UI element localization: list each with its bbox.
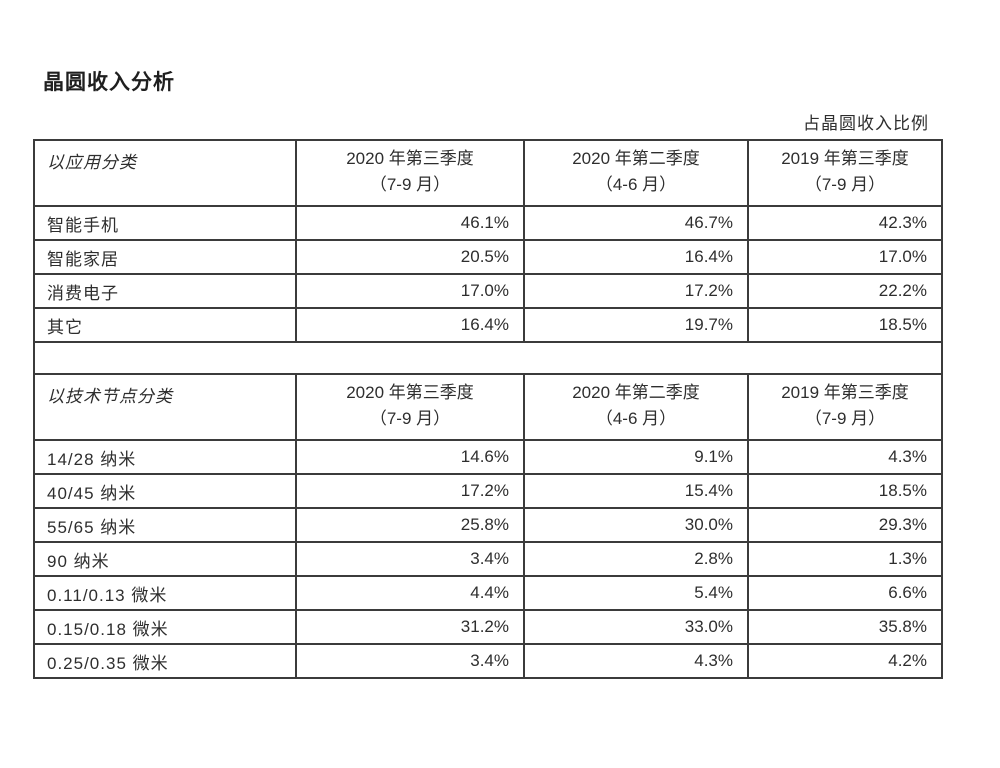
column-header-line2: （4-6 月） xyxy=(595,409,677,428)
row-category: 智能手机 xyxy=(33,205,297,241)
row-value: 20.5% xyxy=(295,239,525,275)
column-header-2020-q2: 2020 年第二季度 （4-6 月） xyxy=(523,139,749,207)
table-row-025-035um: 0.25/0.35 微米 3.4% 4.3% 4.2% xyxy=(33,643,943,679)
column-header-2020-q3: 2020 年第三季度 （7-9 月） xyxy=(295,373,525,441)
column-header-line1: 2020 年第二季度 xyxy=(572,149,700,168)
row-value: 29.3% xyxy=(747,507,943,543)
row-value: 17.0% xyxy=(295,273,525,309)
row-value: 1.3% xyxy=(747,541,943,577)
row-category: 55/65 纳米 xyxy=(33,507,297,543)
column-header-line2: （7-9 月） xyxy=(804,409,886,428)
table-spacer-row xyxy=(33,341,943,375)
table-row-smart-home: 智能家居 20.5% 16.4% 17.0% xyxy=(33,239,943,275)
application-header-row: 以应用分类 2020 年第三季度 （7-9 月） 2020 年第二季度 （4-6… xyxy=(33,139,943,207)
row-value: 19.7% xyxy=(523,307,749,343)
row-value: 35.8% xyxy=(747,609,943,645)
row-category: 0.25/0.35 微米 xyxy=(33,643,297,679)
row-category: 其它 xyxy=(33,307,297,343)
spacer-cell xyxy=(33,341,943,375)
row-value: 16.4% xyxy=(295,307,525,343)
row-value: 31.2% xyxy=(295,609,525,645)
row-value: 30.0% xyxy=(523,507,749,543)
table-row-14-28nm: 14/28 纳米 14.6% 9.1% 4.3% xyxy=(33,439,943,475)
row-category: 0.11/0.13 微米 xyxy=(33,575,297,611)
table-row-55-65nm: 55/65 纳米 25.8% 30.0% 29.3% xyxy=(33,507,943,543)
column-header-line1: 2019 年第三季度 xyxy=(781,149,909,168)
row-value: 15.4% xyxy=(523,473,749,509)
table-row-others: 其它 16.4% 19.7% 18.5% xyxy=(33,307,943,343)
row-value: 4.4% xyxy=(295,575,525,611)
column-header-line1: 2020 年第三季度 xyxy=(346,149,474,168)
column-header-line2: （7-9 月） xyxy=(804,175,886,194)
row-value: 4.3% xyxy=(747,439,943,475)
row-value: 17.0% xyxy=(747,239,943,275)
row-value: 18.5% xyxy=(747,473,943,509)
row-value: 33.0% xyxy=(523,609,749,645)
row-value: 17.2% xyxy=(295,473,525,509)
technology-node-header-row: 以技术节点分类 2020 年第三季度 （7-9 月） 2020 年第二季度 （4… xyxy=(33,373,943,441)
page-title: 晶圆收入分析 xyxy=(43,71,175,94)
row-value: 46.1% xyxy=(295,205,525,241)
row-value: 6.6% xyxy=(747,575,943,611)
row-category: 40/45 纳米 xyxy=(33,473,297,509)
row-category: 消费电子 xyxy=(33,273,297,309)
row-value: 16.4% xyxy=(523,239,749,275)
table-row-smartphone: 智能手机 46.1% 46.7% 42.3% xyxy=(33,205,943,241)
row-value: 3.4% xyxy=(295,541,525,577)
table-row-90nm: 90 纳米 3.4% 2.8% 1.3% xyxy=(33,541,943,577)
column-header-2020-q3: 2020 年第三季度 （7-9 月） xyxy=(295,139,525,207)
row-category: 0.15/0.18 微米 xyxy=(33,609,297,645)
column-header-line2: （7-9 月） xyxy=(369,409,451,428)
row-value: 2.8% xyxy=(523,541,749,577)
row-category: 90 纳米 xyxy=(33,541,297,577)
row-value: 14.6% xyxy=(295,439,525,475)
row-value: 17.2% xyxy=(523,273,749,309)
row-category: 14/28 纳米 xyxy=(33,439,297,475)
table-row-40-45nm: 40/45 纳米 17.2% 15.4% 18.5% xyxy=(33,473,943,509)
column-header-line1: 2019 年第三季度 xyxy=(781,383,909,402)
column-header-2020-q2: 2020 年第二季度 （4-6 月） xyxy=(523,373,749,441)
column-header-2019-q3: 2019 年第三季度 （7-9 月） xyxy=(747,139,943,207)
row-value: 4.3% xyxy=(523,643,749,679)
row-value: 9.1% xyxy=(523,439,749,475)
row-value: 22.2% xyxy=(747,273,943,309)
column-header-2019-q3: 2019 年第三季度 （7-9 月） xyxy=(747,373,943,441)
row-category: 智能家居 xyxy=(33,239,297,275)
row-value: 46.7% xyxy=(523,205,749,241)
row-value: 18.5% xyxy=(747,307,943,343)
table-row-011-013um: 0.11/0.13 微米 4.4% 5.4% 6.6% xyxy=(33,575,943,611)
column-header-line1: 2020 年第二季度 xyxy=(572,383,700,402)
wafer-revenue-table: 以应用分类 2020 年第三季度 （7-9 月） 2020 年第二季度 （4-6… xyxy=(33,139,943,679)
row-value: 4.2% xyxy=(747,643,943,679)
row-value: 25.8% xyxy=(295,507,525,543)
table-row-015-018um: 0.15/0.18 微米 31.2% 33.0% 35.8% xyxy=(33,609,943,645)
note-revenue-proportion: 占晶圆收入比例 xyxy=(803,114,929,133)
row-value: 3.4% xyxy=(295,643,525,679)
column-header-line2: （7-9 月） xyxy=(369,175,451,194)
column-header-line2: （4-6 月） xyxy=(595,175,677,194)
table-row-consumer-electronics: 消费电子 17.0% 17.2% 22.2% xyxy=(33,273,943,309)
row-value: 5.4% xyxy=(523,575,749,611)
column-header-line1: 2020 年第三季度 xyxy=(346,383,474,402)
technology-node-table-label: 以技术节点分类 xyxy=(33,373,297,441)
application-table-label: 以应用分类 xyxy=(33,139,297,207)
row-value: 42.3% xyxy=(747,205,943,241)
